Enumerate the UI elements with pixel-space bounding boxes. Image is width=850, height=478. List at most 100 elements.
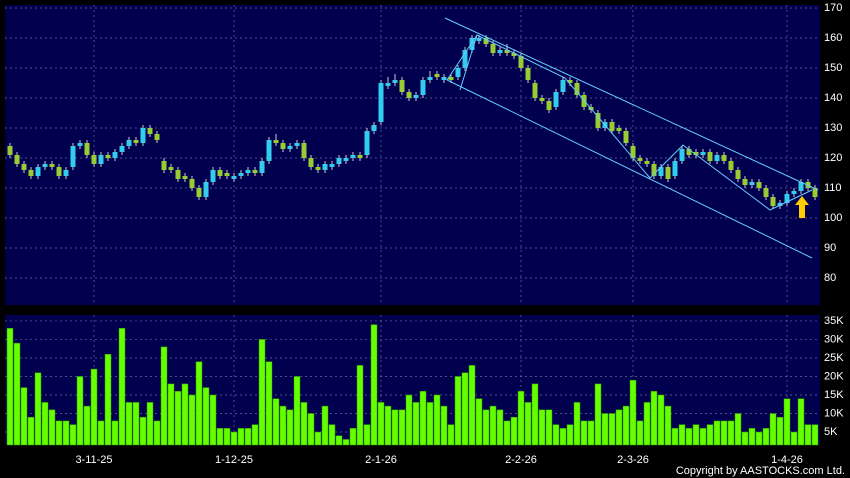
volume-bar [720, 420, 728, 446]
candle-body [658, 167, 664, 176]
volume-bar [601, 413, 609, 446]
volume-bar [342, 439, 350, 446]
candle-body [609, 122, 615, 131]
candle-body [301, 143, 307, 158]
arrow [795, 196, 809, 218]
candle-body [252, 170, 258, 173]
trend-lines [444, 17, 819, 259]
y-tick-label: 140 [824, 92, 842, 104]
candle-body [700, 152, 706, 155]
candle-body [637, 158, 643, 161]
candle-body [707, 152, 713, 161]
volume-bar [111, 420, 119, 446]
y-tick-label: 150 [824, 62, 842, 74]
candle-body [462, 50, 468, 68]
candle-body [140, 128, 146, 143]
candle-body [441, 77, 447, 80]
volume-bar [167, 383, 175, 446]
volume-bar [76, 376, 84, 446]
volume-bar [559, 428, 567, 446]
candle-body [756, 182, 762, 188]
volume-bar [104, 354, 112, 446]
volume-bar [510, 416, 518, 446]
candle-body [154, 134, 160, 140]
volume-bar [251, 424, 259, 446]
candle-body [7, 146, 13, 155]
candle-body [728, 161, 734, 170]
candle-body [567, 80, 573, 83]
candle-body [784, 194, 790, 203]
candle-body [175, 170, 181, 179]
volume-bar [195, 361, 203, 446]
candle-body [469, 38, 475, 50]
volume-bar [328, 424, 336, 446]
volume-bar [181, 383, 189, 446]
volume-bar [664, 405, 672, 446]
volume-bar [363, 424, 371, 446]
volume-bar [286, 409, 294, 446]
candle-body [644, 161, 650, 164]
candle-body [560, 80, 566, 92]
volume-bar [475, 398, 483, 446]
candle-body [672, 161, 678, 176]
volume-bar [468, 365, 476, 446]
volume-bar [762, 428, 770, 446]
candle-body [266, 140, 272, 161]
candle-body [147, 128, 153, 134]
volume-bar [384, 405, 392, 446]
candle-body [35, 167, 41, 176]
y-tick-label: 35K [824, 315, 844, 327]
candle-body [77, 143, 83, 146]
volume-bar [573, 402, 581, 446]
candle-body [490, 44, 496, 53]
candle-body [511, 53, 517, 56]
y-tick-label: 15K [824, 389, 844, 401]
volume-bar [314, 431, 322, 446]
volume-bar [440, 405, 448, 446]
candle-body [259, 161, 265, 173]
volume-bar [97, 420, 105, 446]
candle-body [812, 188, 818, 197]
volume-bar [335, 435, 343, 446]
candle-body [273, 140, 279, 143]
volume-bar [454, 376, 462, 446]
candle-body [378, 83, 384, 122]
volume-bar [566, 424, 574, 446]
candle-body [546, 101, 552, 110]
candle-body [98, 155, 104, 164]
candle-body [651, 164, 657, 176]
candle-body [119, 146, 125, 152]
volume-bar [629, 379, 637, 446]
candle-body [21, 164, 27, 170]
x-tick-label: 2-3-26 [617, 454, 649, 466]
volume-bar [671, 428, 679, 446]
grid [5, 5, 820, 445]
candle-body [315, 167, 321, 170]
volume-bar [503, 420, 511, 446]
candle-body [742, 179, 748, 185]
candle-body [504, 50, 510, 53]
volume-bar [202, 387, 210, 446]
volume-bar [6, 328, 14, 446]
volume-bar [55, 420, 63, 446]
volume-bar [132, 402, 140, 446]
candle-body [777, 203, 783, 206]
y-tick-label: 160 [824, 32, 842, 44]
volume-bar [265, 361, 273, 446]
volume-bar [146, 402, 154, 446]
x-tick-label: 1-4-26 [771, 454, 803, 466]
candle-body [525, 68, 531, 80]
volume-bar [524, 402, 532, 446]
volume-bar [41, 402, 49, 446]
volume-bar [608, 413, 616, 446]
trend-line [459, 34, 478, 91]
candle-body [735, 170, 741, 179]
y-tick-label: 110 [824, 182, 842, 194]
x-tick-label: 2-1-26 [365, 454, 397, 466]
volume-bar [804, 424, 812, 446]
volume-bar [272, 398, 280, 446]
candle-body [770, 197, 776, 206]
trend-line [444, 17, 819, 191]
volume-bar [244, 428, 252, 446]
